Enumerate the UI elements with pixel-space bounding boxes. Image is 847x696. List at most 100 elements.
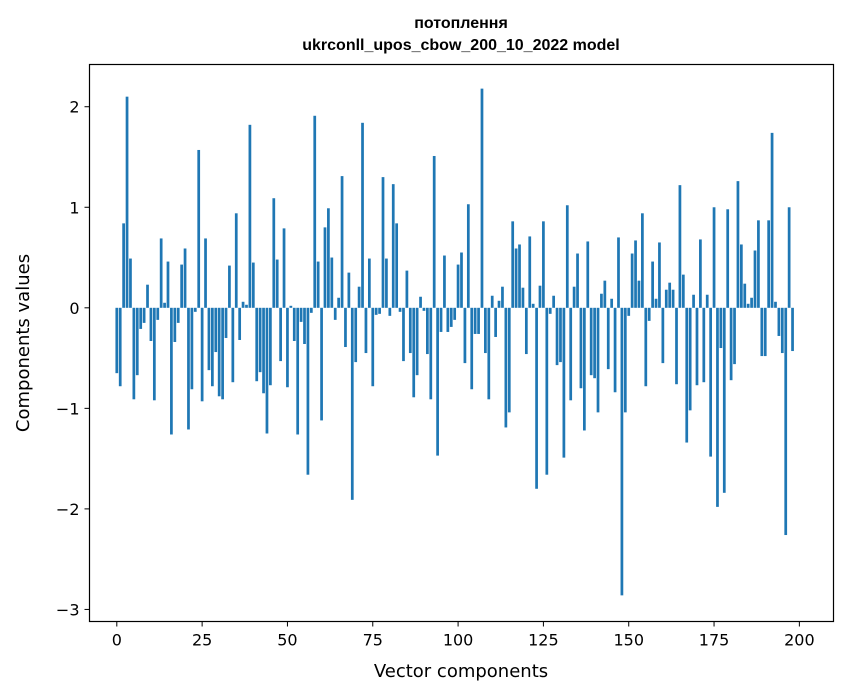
bar [460, 252, 463, 308]
chart-title: потоплення [414, 15, 508, 32]
bar [484, 307, 487, 354]
bar [644, 307, 648, 387]
bar [149, 307, 153, 341]
bar [330, 257, 334, 308]
bar [586, 241, 590, 308]
bar [511, 221, 515, 308]
bar [583, 307, 586, 431]
bar [733, 307, 736, 365]
bar [610, 298, 614, 308]
bar [135, 307, 139, 376]
bar [152, 307, 156, 401]
bar [391, 184, 395, 308]
bar [122, 223, 125, 308]
bar [555, 307, 559, 366]
bar [552, 295, 556, 308]
bar [378, 307, 381, 314]
bar [548, 307, 552, 314]
bar [746, 303, 750, 308]
bar [518, 244, 521, 308]
bar [146, 284, 149, 308]
bar [258, 307, 262, 373]
bar [241, 301, 245, 308]
bar [118, 307, 122, 387]
bar [716, 307, 719, 507]
bar [675, 307, 678, 385]
bar [535, 307, 538, 489]
bar [405, 270, 409, 308]
bar [163, 302, 166, 308]
bar [204, 238, 207, 308]
bar [477, 307, 480, 334]
bar [736, 181, 740, 308]
bar [381, 177, 385, 308]
bar [709, 307, 712, 457]
x-tick-label: 50 [277, 631, 297, 650]
bar [313, 115, 317, 308]
bar [231, 307, 235, 383]
bar [466, 204, 470, 308]
bar [432, 155, 436, 308]
bar [504, 307, 508, 428]
bar [572, 286, 576, 308]
x-tick-label: 175 [699, 631, 730, 650]
bar [661, 307, 665, 364]
bar [316, 261, 320, 308]
bar [344, 307, 347, 348]
bar [671, 289, 675, 308]
bar [613, 307, 617, 393]
y-tick-label: −2 [56, 500, 80, 519]
chart-subtitle: ukrconll_upos_cbow_200_10_2022 model [302, 37, 619, 54]
bar [286, 307, 289, 388]
bar [398, 307, 402, 312]
bar [562, 307, 566, 458]
bar [538, 285, 542, 308]
bar [490, 295, 494, 308]
bar [780, 307, 784, 354]
bar [528, 236, 532, 308]
bar [371, 307, 375, 387]
bar [296, 307, 300, 435]
bar [630, 253, 634, 308]
bar [443, 255, 446, 308]
bar [753, 250, 757, 308]
bar [787, 207, 791, 308]
x-axis-label: Vector components [374, 661, 548, 682]
bar [309, 307, 313, 313]
bar [722, 307, 726, 493]
bar [446, 307, 450, 332]
bar [627, 307, 631, 316]
bar [211, 307, 214, 387]
bar [183, 248, 187, 308]
bar [449, 307, 453, 327]
bar [712, 207, 716, 308]
bar [292, 307, 296, 341]
bar [600, 293, 603, 308]
bar [664, 289, 668, 308]
bar [507, 307, 511, 413]
bar [757, 220, 760, 308]
bar [603, 280, 607, 308]
bar [470, 307, 474, 390]
bars-group [115, 88, 794, 596]
plot-area-frame [88, 63, 835, 623]
bar [238, 307, 242, 340]
bar [166, 261, 170, 308]
bar [354, 307, 358, 363]
y-tick-label: 0 [69, 299, 79, 318]
bar [350, 307, 354, 500]
bar [576, 253, 579, 308]
bar [248, 124, 252, 308]
x-tick-label: 75 [363, 631, 383, 650]
bar [429, 307, 433, 400]
bar [705, 294, 709, 308]
bar [224, 307, 228, 338]
bar [719, 307, 723, 349]
bar [170, 307, 173, 435]
y-tick-label: −1 [56, 399, 80, 418]
bar [221, 307, 224, 400]
x-axis-ticks: 0 25 50 75 100 125 150 175 200 [112, 621, 815, 650]
bar [228, 265, 231, 308]
bar [385, 258, 388, 308]
bar [217, 307, 221, 397]
